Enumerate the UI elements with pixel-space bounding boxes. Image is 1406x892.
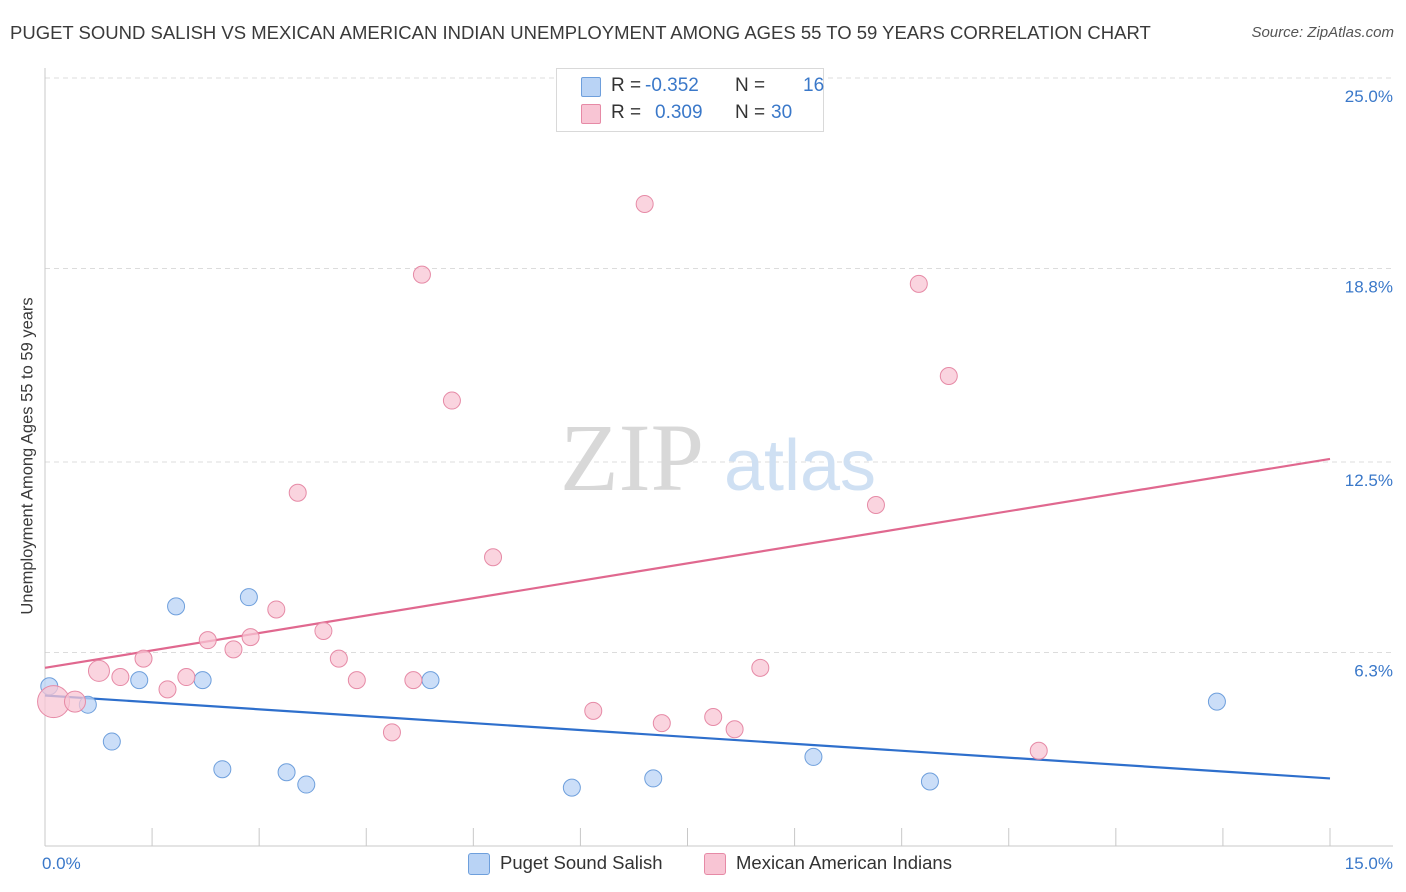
y-tick-label: 6.3% — [1354, 661, 1393, 680]
point-pink — [111, 668, 130, 687]
bottom-legend-swatch-pink — [704, 853, 726, 875]
point-pink — [288, 483, 307, 502]
watermark-atlas: atlas — [724, 426, 876, 506]
legend-r-value-pink: 0.309 — [655, 102, 703, 123]
bottom-legend-swatch-blue — [468, 853, 490, 875]
legend-n-value-blue: 16 — [803, 75, 825, 96]
point-blue — [421, 671, 440, 690]
chart-title: PUGET SOUND SALISH VS MEXICAN AMERICAN I… — [10, 22, 1151, 43]
data-points — [37, 194, 1226, 797]
bottom-legend-label-blue: Puget Sound Salish — [500, 852, 663, 873]
legend-r-value-blue: -0.352 — [645, 75, 699, 96]
legend-r-label: R = — [611, 75, 642, 96]
watermark-zip: ZIP — [560, 404, 704, 511]
point-pink — [1029, 741, 1048, 760]
point-pink — [198, 631, 217, 650]
point-blue — [804, 747, 823, 766]
legend-swatch-pink — [581, 104, 601, 124]
point-pink — [224, 640, 243, 659]
point-blue — [239, 588, 258, 607]
point-blue — [920, 772, 939, 791]
point-pink — [158, 680, 177, 699]
point-blue — [102, 732, 121, 751]
point-pink — [347, 671, 366, 690]
point-pink — [652, 714, 671, 733]
legend-n-label: N = — [735, 75, 766, 96]
point-pink — [267, 600, 286, 619]
point-blue — [167, 597, 186, 616]
y-tick-label: 25.0% — [1345, 87, 1393, 106]
point-pink — [704, 707, 723, 726]
tick-labels: 6.3% 12.5% 18.8% 25.0% 0.0% 15.0% — [42, 87, 1393, 873]
point-blue — [193, 671, 212, 690]
watermark: ZIP atlas — [560, 404, 876, 511]
x-tick-label-max: 15.0% — [1345, 854, 1393, 873]
correlation-legend: R = -0.352 N = 16 R = 0.309 N = 30 — [556, 68, 824, 132]
point-pink — [751, 658, 770, 677]
point-pink — [635, 194, 654, 213]
point-pink — [87, 659, 110, 682]
point-pink — [382, 723, 401, 742]
point-blue — [1207, 692, 1226, 711]
point-pink — [412, 265, 431, 284]
trend-line-blue — [44, 694, 1331, 780]
point-pink — [442, 391, 461, 410]
point-pink — [939, 366, 958, 385]
point-blue — [213, 760, 232, 779]
point-blue — [562, 778, 581, 797]
legend-n-value-pink: 30 — [771, 102, 793, 123]
y-tick-label: 18.8% — [1345, 277, 1393, 296]
point-blue — [297, 775, 316, 794]
point-blue — [130, 671, 149, 690]
trend-line-pink — [44, 457, 1331, 669]
point-pink — [484, 548, 503, 567]
legend-n-label: N = — [735, 102, 766, 123]
point-pink — [63, 690, 86, 713]
bottom-legend-label-pink: Mexican American Indians — [736, 852, 952, 873]
point-pink — [314, 621, 333, 640]
legend-r-label: R = — [611, 102, 642, 123]
trend-lines — [44, 457, 1331, 780]
point-pink — [404, 671, 423, 690]
point-pink — [909, 274, 928, 293]
point-pink — [329, 649, 348, 668]
x-tick-label-min: 0.0% — [42, 854, 81, 873]
point-pink — [866, 496, 885, 515]
point-pink — [241, 628, 260, 647]
y-tick-label: 12.5% — [1345, 471, 1393, 490]
point-blue — [277, 763, 296, 782]
source-credit: Source: ZipAtlas.com — [1251, 24, 1394, 41]
legend-swatch-blue — [581, 77, 601, 97]
point-pink — [177, 668, 196, 687]
axes — [44, 68, 1393, 847]
gridlines — [45, 77, 1395, 653]
point-pink — [725, 720, 744, 739]
point-blue — [644, 769, 663, 788]
point-pink — [134, 649, 153, 668]
point-pink — [584, 701, 603, 720]
